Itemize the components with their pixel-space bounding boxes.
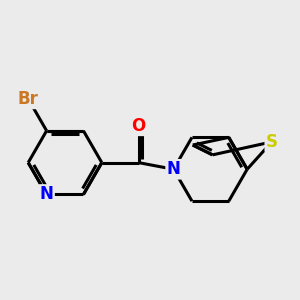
- Text: N: N: [167, 160, 181, 178]
- Text: S: S: [266, 133, 278, 151]
- Text: N: N: [40, 185, 53, 203]
- Text: Br: Br: [18, 90, 39, 108]
- Text: O: O: [131, 117, 146, 135]
